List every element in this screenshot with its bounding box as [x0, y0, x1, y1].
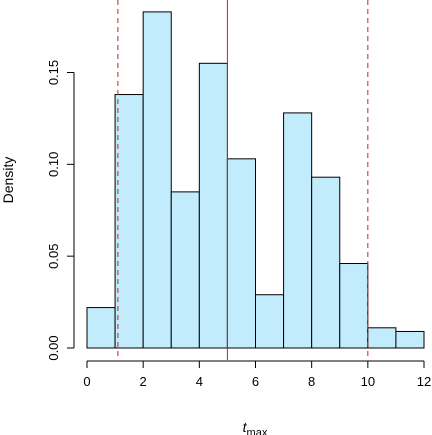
x-tick-label: 4: [196, 374, 203, 389]
y-axis: 0.00 0.05 0.10 0.15: [46, 60, 75, 361]
x-tick-label: 10: [361, 374, 375, 389]
y-tick-label: 0.05: [46, 244, 61, 269]
y-tick-label: 0.10: [46, 152, 61, 177]
histogram-bar: [367, 327, 397, 349]
x-axis-title: tmax: [243, 419, 268, 435]
histogram-bar: [395, 330, 425, 349]
reference-lines: [117, 0, 369, 360]
x-tick-label: 0: [83, 374, 90, 389]
x-tick-label: 6: [252, 374, 259, 389]
histogram-bar: [226, 158, 257, 349]
histogram-bar: [114, 94, 144, 349]
histogram-bar: [170, 191, 200, 349]
x-tick-label: 12: [417, 374, 431, 389]
x-tick-label: 8: [308, 374, 315, 389]
y-tick-label: 0.00: [46, 335, 61, 360]
y-axis-title: Density: [0, 157, 16, 204]
histogram-bar: [142, 11, 172, 349]
x-axis: 0 2 4 6 8 10 12: [83, 360, 431, 389]
histogram-bar: [86, 307, 116, 349]
histogram-bar: [311, 176, 341, 349]
histogram-bar: [283, 112, 313, 349]
histogram-bar: [339, 263, 369, 349]
histogram-bar: [255, 294, 285, 349]
histogram-bar: [198, 62, 228, 349]
histogram-bars: [86, 11, 425, 349]
x-tick-label: 2: [140, 374, 147, 389]
y-tick-label: 0.15: [46, 60, 61, 85]
